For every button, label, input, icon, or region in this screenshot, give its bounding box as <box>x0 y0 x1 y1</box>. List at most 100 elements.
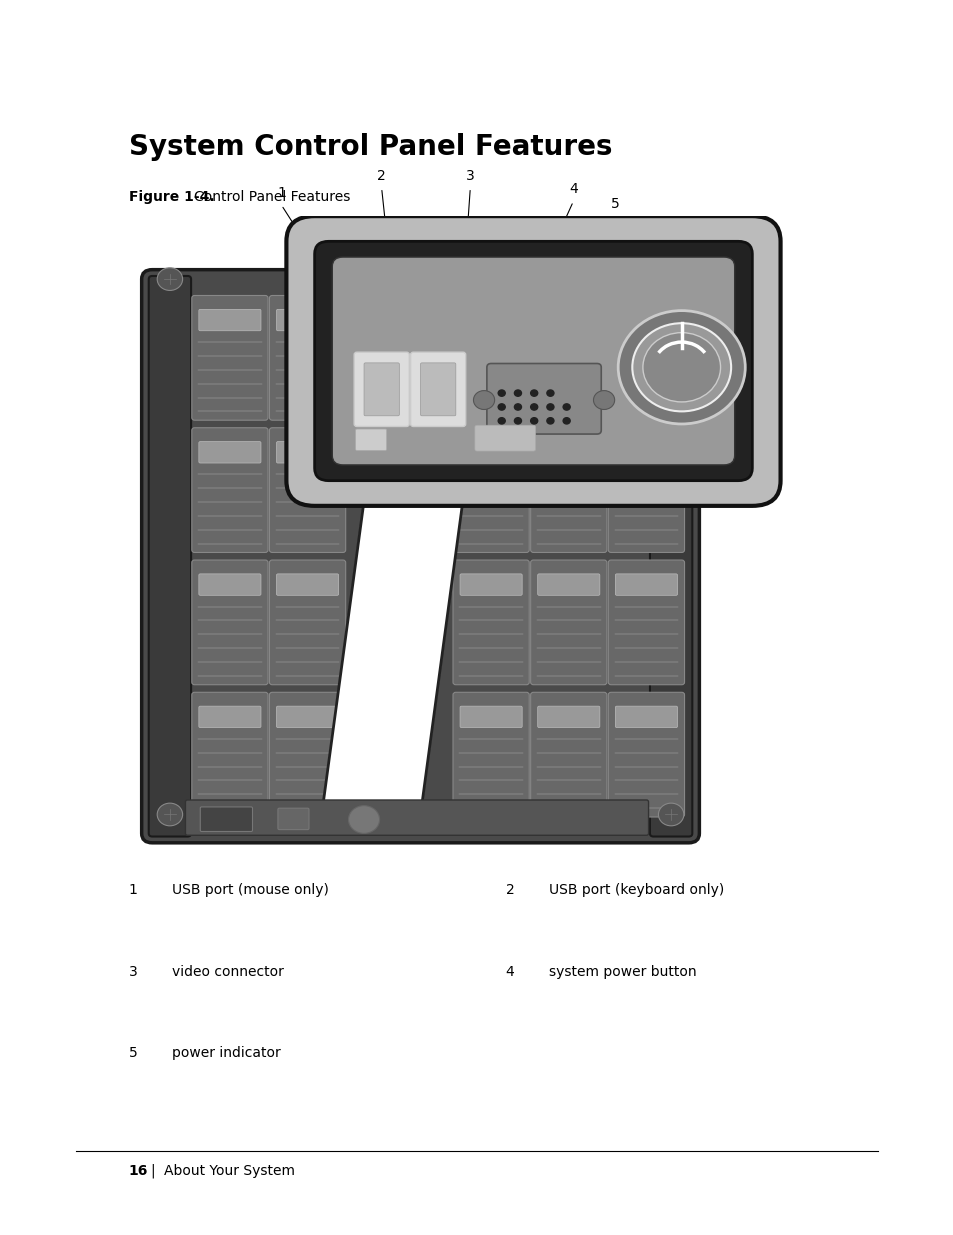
Text: Figure 1-4.: Figure 1-4. <box>129 190 214 204</box>
FancyBboxPatch shape <box>537 574 599 595</box>
FancyBboxPatch shape <box>276 706 338 727</box>
FancyBboxPatch shape <box>277 808 309 830</box>
Text: 5: 5 <box>610 198 619 211</box>
FancyBboxPatch shape <box>314 241 752 480</box>
FancyBboxPatch shape <box>332 257 734 464</box>
FancyBboxPatch shape <box>276 574 338 595</box>
FancyBboxPatch shape <box>608 559 684 684</box>
Text: 2: 2 <box>376 169 386 183</box>
Circle shape <box>546 390 554 396</box>
Text: video connector: video connector <box>172 965 283 978</box>
FancyBboxPatch shape <box>269 295 345 420</box>
FancyBboxPatch shape <box>200 806 253 831</box>
FancyBboxPatch shape <box>198 309 261 331</box>
Text: 3: 3 <box>465 169 475 183</box>
FancyBboxPatch shape <box>615 309 677 331</box>
Text: 2: 2 <box>505 883 514 897</box>
FancyBboxPatch shape <box>608 693 684 818</box>
Text: 1: 1 <box>276 186 286 200</box>
Circle shape <box>497 390 505 396</box>
Circle shape <box>157 268 182 290</box>
FancyBboxPatch shape <box>608 295 684 420</box>
Circle shape <box>546 404 554 410</box>
Circle shape <box>562 417 570 424</box>
FancyBboxPatch shape <box>364 363 399 416</box>
FancyBboxPatch shape <box>354 352 409 426</box>
Circle shape <box>530 404 537 410</box>
FancyBboxPatch shape <box>276 442 338 463</box>
FancyBboxPatch shape <box>615 442 677 463</box>
Circle shape <box>658 803 683 826</box>
Text: 5: 5 <box>129 1046 137 1060</box>
Circle shape <box>530 390 537 396</box>
FancyBboxPatch shape <box>453 295 529 420</box>
FancyBboxPatch shape <box>459 574 521 595</box>
Circle shape <box>632 324 730 411</box>
FancyBboxPatch shape <box>410 352 465 426</box>
Text: 4: 4 <box>505 965 514 978</box>
Circle shape <box>593 390 614 410</box>
FancyBboxPatch shape <box>269 693 345 818</box>
Circle shape <box>514 417 521 424</box>
Text: 16: 16 <box>129 1163 148 1178</box>
FancyBboxPatch shape <box>615 574 677 595</box>
FancyBboxPatch shape <box>149 275 191 836</box>
FancyBboxPatch shape <box>192 295 268 420</box>
FancyBboxPatch shape <box>420 363 456 416</box>
FancyBboxPatch shape <box>198 574 261 595</box>
Circle shape <box>658 268 683 290</box>
FancyBboxPatch shape <box>269 559 345 684</box>
FancyBboxPatch shape <box>459 309 521 331</box>
FancyBboxPatch shape <box>198 442 261 463</box>
Text: About Your System: About Your System <box>164 1163 294 1178</box>
FancyBboxPatch shape <box>286 216 780 506</box>
FancyBboxPatch shape <box>453 693 529 818</box>
FancyBboxPatch shape <box>459 706 521 727</box>
FancyBboxPatch shape <box>192 427 268 552</box>
FancyBboxPatch shape <box>537 706 599 727</box>
FancyBboxPatch shape <box>530 427 606 552</box>
Circle shape <box>514 390 521 396</box>
Text: System Control Panel Features: System Control Panel Features <box>129 132 612 161</box>
Text: system power button: system power button <box>548 965 696 978</box>
Text: |: | <box>151 1163 155 1178</box>
FancyBboxPatch shape <box>537 309 599 331</box>
FancyBboxPatch shape <box>649 275 692 836</box>
FancyBboxPatch shape <box>530 559 606 684</box>
FancyBboxPatch shape <box>530 295 606 420</box>
Circle shape <box>157 803 182 826</box>
FancyBboxPatch shape <box>608 427 684 552</box>
Circle shape <box>562 404 570 410</box>
FancyBboxPatch shape <box>198 706 261 727</box>
FancyBboxPatch shape <box>192 559 268 684</box>
FancyBboxPatch shape <box>355 429 386 451</box>
Text: 4: 4 <box>568 183 578 196</box>
Text: USB port (mouse only): USB port (mouse only) <box>172 883 328 897</box>
FancyBboxPatch shape <box>537 442 599 463</box>
Text: Control Panel Features: Control Panel Features <box>193 190 350 204</box>
Polygon shape <box>321 291 491 815</box>
FancyBboxPatch shape <box>269 427 345 552</box>
Text: 1: 1 <box>129 883 137 897</box>
FancyBboxPatch shape <box>453 559 529 684</box>
FancyBboxPatch shape <box>185 800 648 835</box>
Circle shape <box>497 417 505 424</box>
Circle shape <box>514 404 521 410</box>
Circle shape <box>497 404 505 410</box>
FancyBboxPatch shape <box>475 425 535 451</box>
Circle shape <box>348 805 379 834</box>
Circle shape <box>473 390 495 410</box>
FancyBboxPatch shape <box>486 363 600 433</box>
FancyBboxPatch shape <box>141 269 699 842</box>
Circle shape <box>618 311 744 424</box>
FancyBboxPatch shape <box>276 309 338 331</box>
Text: USB port (keyboard only): USB port (keyboard only) <box>548 883 723 897</box>
Circle shape <box>642 332 720 401</box>
FancyBboxPatch shape <box>459 442 521 463</box>
FancyBboxPatch shape <box>192 693 268 818</box>
Text: power indicator: power indicator <box>172 1046 280 1060</box>
FancyBboxPatch shape <box>615 706 677 727</box>
Text: 3: 3 <box>129 965 137 978</box>
Circle shape <box>530 417 537 424</box>
FancyBboxPatch shape <box>530 693 606 818</box>
